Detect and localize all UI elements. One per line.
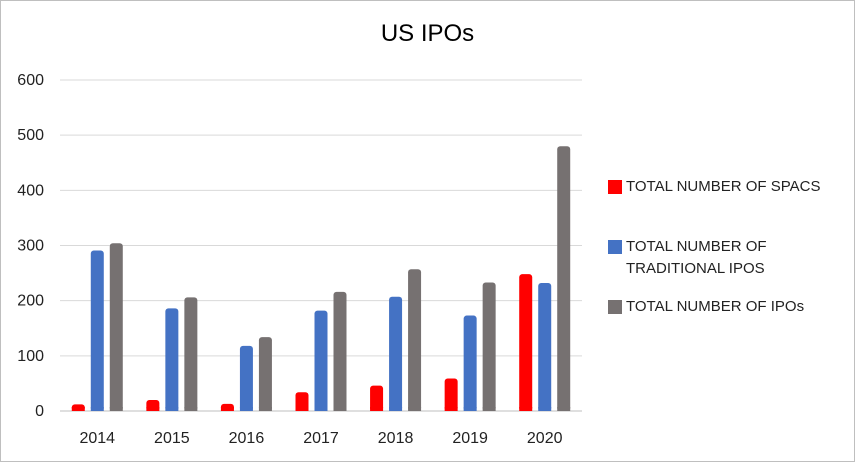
bar-spacs-base xyxy=(71,407,85,411)
chart-title: US IPOs xyxy=(380,20,475,47)
bar-spacs-base xyxy=(370,407,384,411)
bar-traditional-ipos xyxy=(90,250,104,411)
y-tick-label: 300 xyxy=(17,238,44,255)
bar-total-ipos-base xyxy=(482,407,496,411)
bar-spacs xyxy=(519,274,533,411)
legend-swatch-spacs xyxy=(608,180,622,194)
bar-total-ipos-base xyxy=(408,407,422,411)
bar-traditional-ipos-base xyxy=(314,407,328,411)
legend-swatch-total-ipos xyxy=(608,300,622,314)
legend-label-total-ipos: TOTAL NUMBER OF IPOs xyxy=(626,298,805,315)
y-tick-label: 500 xyxy=(17,127,44,144)
bar-traditional-ipos-base xyxy=(538,407,552,411)
bar-total-ipos xyxy=(333,291,347,411)
y-tick-label: 100 xyxy=(17,348,44,365)
bar-total-ipos-base xyxy=(333,407,347,411)
bar-traditional-ipos xyxy=(463,315,477,411)
x-tick-label: 2018 xyxy=(378,430,414,447)
legend-swatch-traditional-ipos xyxy=(608,240,622,254)
bar-traditional-ipos-base xyxy=(463,407,477,411)
bar-total-ipos xyxy=(557,146,571,411)
x-tick-label: 2015 xyxy=(154,430,190,447)
bar-traditional-ipos xyxy=(314,310,328,411)
bar-total-ipos-base xyxy=(184,407,198,411)
bar-total-ipos xyxy=(258,337,272,411)
bar-spacs-base xyxy=(220,407,234,411)
legend-item-spacs: TOTAL NUMBER OF SPACS xyxy=(608,176,836,198)
bar-spacs-base xyxy=(519,407,533,411)
bar-spacs xyxy=(444,378,458,411)
bar-traditional-ipos-base xyxy=(389,407,403,411)
bar-traditional-ipos-base xyxy=(239,407,253,411)
x-tick-label: 2016 xyxy=(229,430,265,447)
legend-label-traditional-ipos: TOTAL NUMBER OF TRADITIONAL IPOS xyxy=(626,238,767,277)
x-tick-label: 2014 xyxy=(79,430,115,447)
bar-spacs-base xyxy=(295,407,309,411)
y-tick-label: 400 xyxy=(17,182,44,199)
x-tick-label: 2017 xyxy=(303,430,339,447)
bar-total-ipos-base xyxy=(109,407,123,411)
bar-traditional-ipos xyxy=(538,283,552,411)
x-tick-label: 2019 xyxy=(452,430,488,447)
bar-total-ipos-base xyxy=(258,407,272,411)
bar-total-ipos-base xyxy=(557,407,571,411)
bar-total-ipos xyxy=(109,243,123,411)
legend-item-total-ipos: TOTAL NUMBER OF IPOs xyxy=(608,296,836,318)
y-tick-label: 0 xyxy=(35,403,44,420)
bar-traditional-ipos-base xyxy=(90,407,104,411)
bar-traditional-ipos xyxy=(239,345,253,411)
bar-spacs-base xyxy=(444,407,458,411)
bar-spacs-base xyxy=(146,407,160,411)
legend-label-spacs: TOTAL NUMBER OF SPACS xyxy=(626,178,821,195)
bar-traditional-ipos xyxy=(165,308,179,411)
bar-traditional-ipos xyxy=(389,296,403,411)
x-tick-label: 2020 xyxy=(527,430,563,447)
bar-spacs xyxy=(295,392,309,411)
bar-total-ipos xyxy=(482,282,496,411)
bar-spacs xyxy=(370,385,384,411)
y-tick-label: 200 xyxy=(17,293,44,310)
bar-traditional-ipos-base xyxy=(165,407,179,411)
y-tick-label: 600 xyxy=(17,72,44,89)
legend-item-traditional-ipos: TOTAL NUMBER OF TRADITIONAL IPOS xyxy=(608,236,836,280)
bar-total-ipos xyxy=(408,269,422,411)
bar-total-ipos xyxy=(184,297,198,411)
